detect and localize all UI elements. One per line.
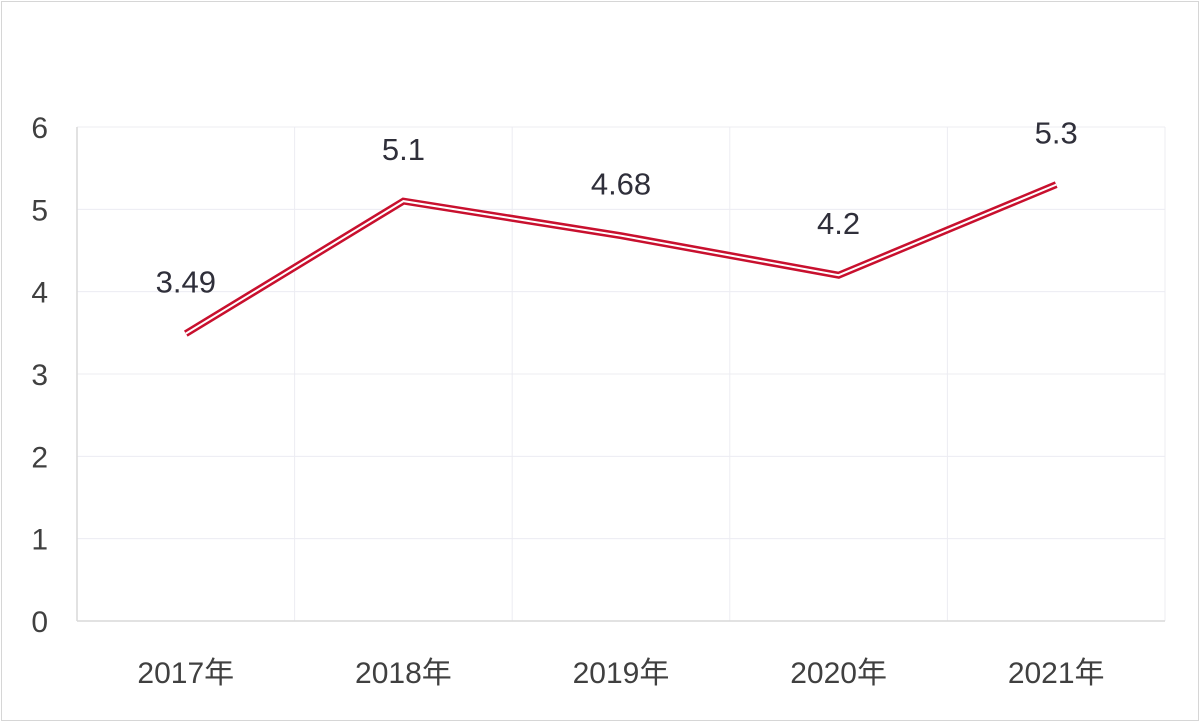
x-tick-label: 2021年: [1008, 657, 1105, 690]
x-tick-label: 2017年: [137, 657, 234, 690]
y-tick-label: 6: [31, 112, 48, 145]
data-label: 4.2: [817, 206, 860, 241]
x-tick-label: 2019年: [573, 657, 670, 690]
y-tick-label: 2: [31, 441, 48, 474]
y-axis-ticks: 0 1 2 3 4 5 6: [31, 112, 48, 639]
series-line-outer: [186, 185, 1056, 334]
series-line: [186, 185, 1057, 334]
x-axis-ticks: 2017年 2018年 2019年 2020年 2021年: [137, 657, 1104, 690]
x-tick-label: 2018年: [355, 657, 452, 690]
y-tick-label: 3: [31, 359, 48, 392]
data-label: 5.1: [382, 132, 425, 167]
data-label: 5.3: [1035, 116, 1078, 151]
series-line-inner: [186, 185, 1056, 334]
y-tick-label: 4: [31, 277, 48, 310]
y-tick-label: 5: [31, 194, 48, 227]
data-label: 3.49: [156, 265, 216, 300]
data-label: 4.68: [591, 167, 651, 202]
data-labels: 3.49 5.1 4.68 4.2 5.3: [156, 116, 1078, 300]
y-tick-label: 1: [31, 524, 48, 557]
x-tick-label: 2020年: [790, 657, 887, 690]
y-tick-label: 0: [31, 606, 48, 639]
